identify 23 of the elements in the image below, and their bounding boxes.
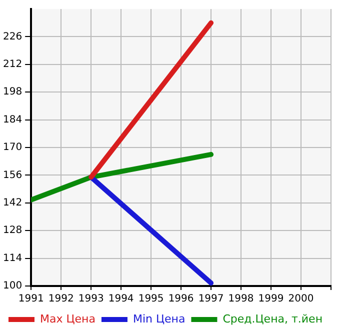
x-tick-label: 2000: [288, 294, 314, 305]
y-tick-label: 100: [2, 280, 22, 292]
x-tick-label: 1992: [48, 294, 74, 305]
y-tick-label: 142: [2, 197, 22, 208]
y-tick-label: 170: [2, 142, 22, 154]
x-tick-label: 1995: [138, 294, 164, 305]
x-tick-label: 1997: [198, 294, 224, 305]
x-tick-label: 1993: [78, 294, 104, 305]
y-tick-label: 212: [2, 58, 22, 70]
legend-label: Min Цена: [132, 312, 186, 326]
x-tick-label: 1999: [258, 294, 284, 305]
x-tick-label: 1996: [168, 294, 194, 305]
y-tick-label: 198: [2, 86, 22, 98]
y-tick-label: 156: [2, 170, 22, 181]
y-tick-label: 114: [2, 252, 22, 264]
legend-label: Max Цена: [40, 312, 96, 326]
y-tick-label: 184: [2, 114, 22, 126]
y-tick-label: 128: [2, 225, 22, 236]
x-tick-label: 1994: [108, 294, 134, 305]
legend-label: Сред.Цена, т.йен: [222, 312, 323, 326]
x-tick-label: 1991: [18, 294, 44, 305]
y-tick-label: 226: [2, 31, 22, 42]
x-tick-label: 1998: [228, 294, 254, 305]
